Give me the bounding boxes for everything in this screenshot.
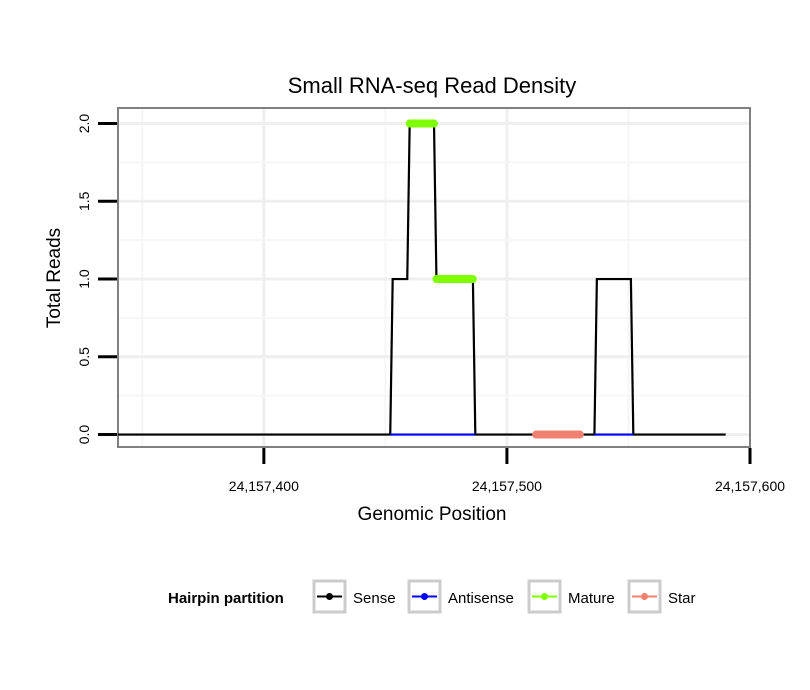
y-tick-label: 1.5 [76, 191, 92, 211]
y-tick-label: 2.0 [76, 114, 92, 134]
legend-label: Sense [353, 590, 396, 607]
y-tick-label: 0.5 [76, 347, 92, 367]
axes: 0.0 0.5 1.0 1.5 2.0 24,157,400 24,157,500 24,15… [76, 114, 785, 494]
y-axis-title: Total Reads [44, 228, 65, 328]
y-tick-label: 1.0 [76, 269, 92, 289]
legend-label: Star [668, 590, 696, 607]
series-layer [118, 119, 726, 439]
chart-title: Small RNA-seq Read Density [288, 73, 577, 98]
x-tick-label: 24,157,600 [715, 478, 785, 494]
legend-title: Hairpin partition [168, 590, 284, 607]
legend-key-dot [541, 593, 548, 600]
legend-label: Mature [568, 590, 615, 607]
legend-label: Antisense [448, 590, 514, 607]
x-tick-label: 24,157,400 [229, 478, 299, 494]
legend: Hairpin partition Sense Antisense Mature St… [168, 579, 696, 614]
y-tick-label: 0.0 [76, 425, 92, 445]
x-axis-title: Genomic Position [358, 504, 507, 525]
legend-key-dot [326, 593, 333, 600]
legend-key-dot [421, 593, 428, 600]
x-tick-label: 24,157,500 [472, 478, 542, 494]
legend-key-dot [641, 593, 648, 600]
